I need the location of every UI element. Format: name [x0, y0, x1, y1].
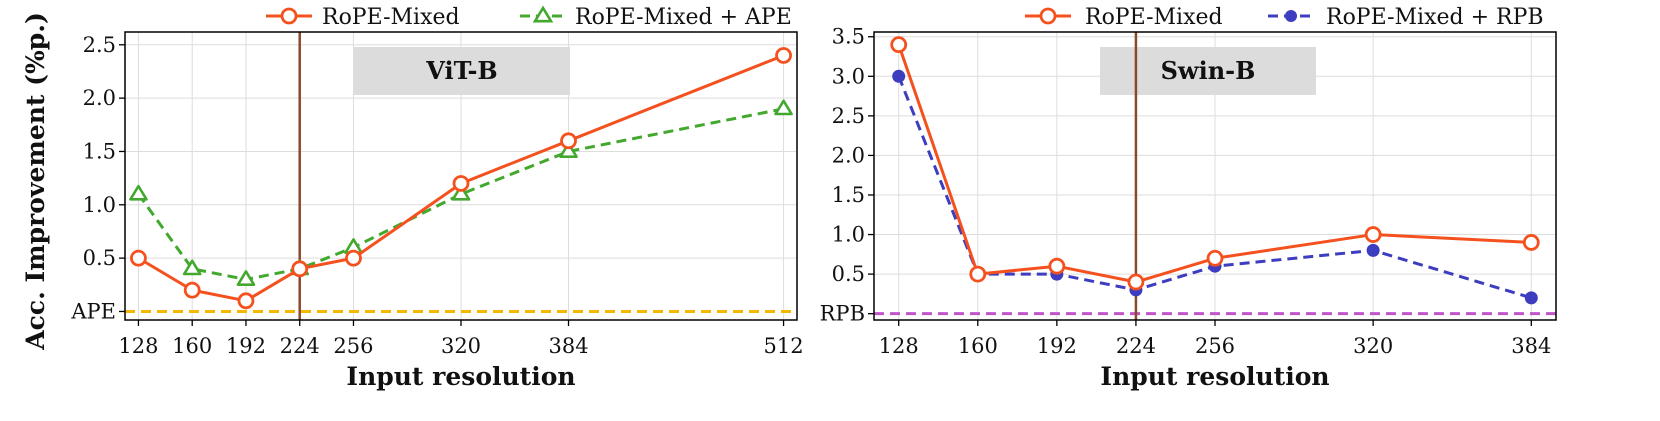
data-point	[182, 259, 202, 276]
y-tick-label: 0.5	[83, 246, 116, 270]
y-tick-label: 1.5	[83, 139, 116, 163]
x-tick-label: 256	[333, 334, 373, 358]
chart-panel-2: Swin-B 128 160 192 224 256 320 384 0.5 1.0 1.5 2.0 2…	[820, 5, 1557, 391]
x-tick-label: 384	[548, 334, 588, 358]
y-tick-label: 1.0	[832, 223, 865, 247]
y-tick-label: 1.5	[832, 183, 865, 207]
baseline-tick-label: RPB	[820, 302, 865, 326]
y-tick-label: 2.5	[832, 104, 865, 128]
y-tick-label: 3.5	[832, 25, 865, 49]
x-tick-label: 128	[118, 334, 158, 358]
y-tick-label: 3.0	[832, 64, 865, 88]
x-tick-label: 160	[172, 334, 212, 358]
chart-panel-1: ViT-B 128 160 192 224 256 320 384 512 0.5 1.0 1.5 2.…	[21, 5, 804, 391]
x-tick-label: 512	[764, 334, 804, 358]
x-tick-label: 256	[1195, 334, 1235, 358]
x-tick-label: 224	[1116, 334, 1156, 358]
legend-label-2: RoPE-Mixed + RPB	[1326, 5, 1544, 30]
legend-marker-2	[1285, 10, 1297, 22]
legend-label-1: RoPE-Mixed	[322, 5, 460, 30]
data-point	[774, 99, 793, 116]
data-point	[236, 270, 256, 286]
y-tick-label: 2.0	[832, 143, 865, 167]
y-tick-label: 1.0	[83, 193, 116, 217]
title-box	[354, 47, 570, 95]
data-point	[452, 175, 470, 192]
legend-marker-1	[280, 7, 298, 25]
data-point	[890, 36, 908, 54]
baseline-tick-label: APE	[70, 299, 116, 323]
x-tick-label: 192	[1037, 334, 1077, 358]
y-tick-label: 2.0	[83, 86, 116, 110]
y-tick-label: 2.5	[83, 33, 116, 57]
data-point	[237, 292, 255, 310]
x-tick-label: 224	[280, 334, 320, 358]
data-point	[969, 265, 987, 283]
data-point	[1366, 243, 1380, 257]
y-axis-label: Acc. Improvement (%p.)	[21, 12, 50, 351]
x-axis-label: Input resolution	[346, 362, 575, 391]
data-point	[1048, 257, 1066, 275]
data-point	[892, 69, 906, 83]
legend-label-1: RoPE-Mixed	[1085, 5, 1223, 30]
chart-title: ViT-B	[425, 56, 497, 85]
data-point	[130, 249, 147, 267]
data-point	[451, 184, 471, 201]
data-point	[291, 260, 309, 278]
data-point	[775, 47, 792, 64]
data-point	[559, 142, 578, 158]
data-point	[1364, 226, 1382, 243]
x-tick-label: 160	[958, 334, 998, 358]
y-tick-label: 0.5	[832, 262, 865, 286]
x-tick-label: 384	[1511, 334, 1551, 358]
legend-marker-2	[532, 5, 554, 23]
data-point	[129, 184, 148, 201]
x-tick-label: 320	[441, 334, 481, 358]
x-axis-label: Input resolution	[1100, 362, 1329, 391]
series-line-1	[137, 54, 785, 303]
data-point	[1127, 273, 1145, 291]
data-point	[1524, 291, 1538, 305]
data-point	[1522, 234, 1540, 251]
data-point	[560, 132, 577, 150]
data-point	[183, 281, 201, 299]
legend-label-2: RoPE-Mixed + APE	[575, 5, 792, 30]
data-point	[1206, 249, 1224, 267]
x-tick-label: 128	[879, 334, 919, 358]
series-line-2	[137, 107, 784, 281]
x-tick-label: 192	[226, 334, 266, 358]
data-point	[345, 249, 362, 267]
chart-title: Swin-B	[1161, 56, 1256, 85]
x-tick-label: 320	[1353, 334, 1393, 358]
legend-marker-1	[1039, 7, 1057, 25]
